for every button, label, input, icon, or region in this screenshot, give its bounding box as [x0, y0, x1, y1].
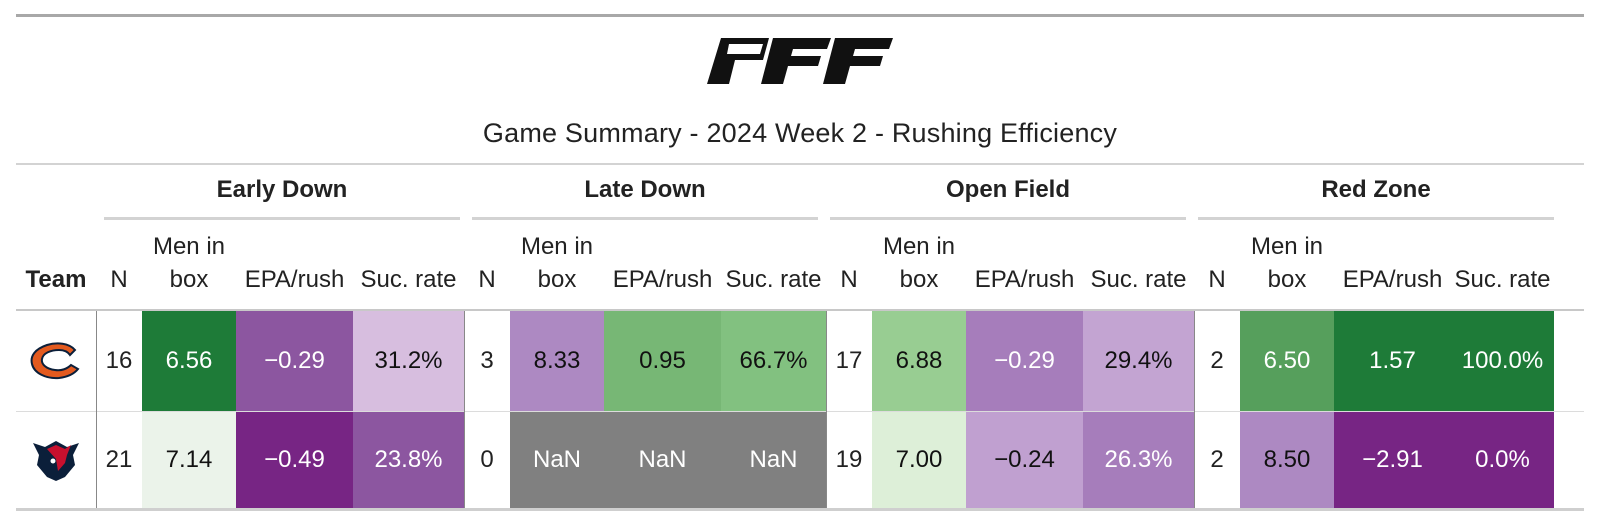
- col-header-line: box: [169, 266, 209, 293]
- group-rule: [830, 217, 1186, 220]
- cell-n: 21: [105, 446, 133, 473]
- column-separator: [464, 311, 465, 508]
- cell-suc: 0.0%: [1451, 412, 1554, 508]
- col-header-men-in-box: Men in box: [510, 230, 604, 296]
- cell-epa: −0.49: [236, 412, 353, 508]
- group-open-field: Open Field: [945, 176, 1070, 203]
- cell-men: 6.88: [872, 311, 966, 411]
- col-header-men-in-box: Men in box: [1240, 230, 1334, 296]
- cell-n: 2: [1210, 446, 1224, 473]
- cell-epa: 1.57: [1334, 311, 1451, 411]
- pff-logo: [0, 38, 1600, 84]
- cell-men: 6.56: [142, 311, 236, 411]
- cell-epa: NaN: [604, 412, 721, 508]
- cell-suc: NaN: [721, 412, 826, 508]
- col-header-line: Men in: [152, 233, 226, 260]
- texans-logo-icon: [33, 441, 79, 481]
- cell-men: NaN: [510, 412, 604, 508]
- cell-n: 0: [480, 446, 494, 473]
- col-header-team: Team: [25, 266, 87, 293]
- pff-logo-icon: [707, 38, 893, 84]
- title-rule: [16, 163, 1584, 165]
- col-header-men-in-box: Men in box: [142, 230, 236, 296]
- bears-logo-icon: [30, 342, 80, 380]
- cell-epa: −0.29: [966, 311, 1083, 411]
- cell-n: 16: [105, 347, 133, 374]
- column-separator: [826, 311, 827, 508]
- group-late-down: Late Down: [584, 176, 706, 203]
- col-header-line: box: [537, 266, 577, 293]
- cell-n: 17: [835, 347, 863, 374]
- cell-epa: 0.95: [604, 311, 721, 411]
- cell-men: 7.14: [142, 412, 236, 508]
- col-header-n: N: [840, 266, 858, 293]
- top-rule: [16, 14, 1584, 17]
- cell-n: 19: [835, 446, 863, 473]
- cell-men: 8.50: [1240, 412, 1334, 508]
- col-header-line: box: [1267, 266, 1307, 293]
- cell-n: 2: [1210, 347, 1224, 374]
- cell-men: 6.50: [1240, 311, 1334, 411]
- header-rule: [16, 309, 1584, 311]
- column-separator: [96, 311, 97, 508]
- col-header-men-in-box: Men in box: [872, 230, 966, 296]
- cell-suc: 26.3%: [1083, 412, 1194, 508]
- bottom-rule: [16, 508, 1584, 511]
- col-header-n: N: [110, 266, 128, 293]
- group-early-down: Early Down: [216, 176, 348, 203]
- col-header-suc: Suc. rate: [1454, 266, 1551, 293]
- group-rule: [1198, 217, 1554, 220]
- cell-suc: 66.7%: [721, 311, 826, 411]
- cell-epa: −0.29: [236, 311, 353, 411]
- group-red-zone: Red Zone: [1321, 176, 1431, 203]
- group-rule: [104, 217, 460, 220]
- cell-suc: 29.4%: [1083, 311, 1194, 411]
- col-header-line: Men in: [882, 233, 956, 260]
- col-header-line: Men in: [520, 233, 594, 260]
- cell-suc: 100.0%: [1451, 311, 1554, 411]
- col-header-line: Men in: [1250, 233, 1324, 260]
- col-header-n: N: [1208, 266, 1226, 293]
- col-header-epa: EPA/rush: [244, 266, 345, 293]
- cell-epa: −2.91: [1334, 412, 1451, 508]
- cell-men: 7.00: [872, 412, 966, 508]
- cell-epa: −0.24: [966, 412, 1083, 508]
- col-header-suc: Suc. rate: [360, 266, 457, 293]
- col-header-epa: EPA/rush: [974, 266, 1075, 293]
- cell-men: 8.33: [510, 311, 604, 411]
- group-rule: [472, 217, 818, 220]
- cell-n: 3: [480, 347, 494, 374]
- col-header-suc: Suc. rate: [1090, 266, 1187, 293]
- col-header-suc: Suc. rate: [725, 266, 822, 293]
- col-header-epa: EPA/rush: [612, 266, 713, 293]
- column-separator: [1194, 311, 1195, 508]
- row-divider: [16, 411, 1584, 412]
- cell-suc: 31.2%: [353, 311, 464, 411]
- row-team-logo: [16, 311, 96, 411]
- col-header-n: N: [478, 266, 496, 293]
- table-title: Game Summary - 2024 Week 2 - Rushing Eff…: [482, 118, 1118, 148]
- col-header-line: box: [899, 266, 939, 293]
- row-team-logo: [16, 412, 96, 508]
- cell-suc: 23.8%: [353, 412, 464, 508]
- col-header-epa: EPA/rush: [1342, 266, 1443, 293]
